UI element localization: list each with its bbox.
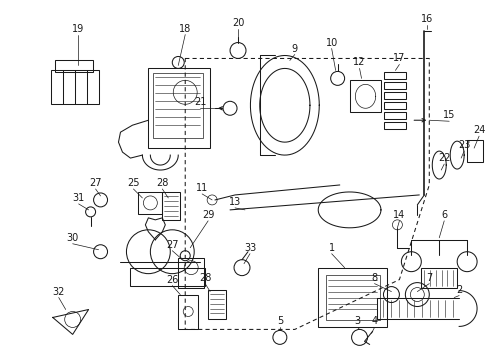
Text: 10: 10 [325, 37, 337, 48]
Bar [384, 72, 406, 80]
Text: 1: 1 [328, 243, 334, 253]
Text: 8: 8 [371, 273, 377, 283]
Text: 33: 33 [244, 243, 256, 253]
Bar [162, 192, 180, 220]
Bar [325, 275, 380, 320]
Text: 25: 25 [127, 178, 140, 188]
Text: 27: 27 [89, 178, 102, 188]
Text: 30: 30 [66, 233, 79, 243]
Text: 31: 31 [72, 193, 84, 203]
Text: 3: 3 [354, 316, 360, 327]
Text: 20: 20 [231, 18, 244, 28]
Bar [384, 82, 406, 89]
Text: 23: 23 [457, 140, 469, 150]
Text: 12: 12 [353, 58, 365, 67]
Text: 21: 21 [194, 97, 206, 107]
Bar [384, 92, 406, 99]
Bar [421, 268, 456, 288]
Text: 13: 13 [228, 197, 241, 207]
Text: 16: 16 [420, 14, 432, 24]
Text: 9: 9 [291, 44, 297, 54]
Bar [466, 140, 482, 162]
Bar [178, 258, 203, 288]
Text: 27: 27 [166, 240, 178, 250]
Bar [51, 71, 99, 104]
Text: 24: 24 [472, 125, 484, 135]
Text: 19: 19 [71, 24, 83, 33]
Text: 22: 22 [437, 153, 449, 163]
Text: 28: 28 [156, 178, 168, 188]
Text: 32: 32 [52, 287, 65, 297]
Text: 17: 17 [392, 54, 405, 63]
Bar [384, 122, 406, 129]
Text: 14: 14 [392, 210, 405, 220]
Text: 2: 2 [455, 284, 461, 294]
Text: 28: 28 [199, 273, 211, 283]
Bar [55, 60, 92, 72]
Bar [148, 68, 210, 148]
Bar [384, 102, 406, 109]
Bar [130, 268, 205, 285]
Bar [317, 268, 386, 328]
Bar [153, 73, 203, 138]
Text: 29: 29 [202, 210, 214, 220]
Text: 11: 11 [196, 183, 208, 193]
Text: 7: 7 [425, 273, 431, 283]
Text: 4: 4 [371, 316, 377, 327]
Text: 15: 15 [442, 110, 454, 120]
Text: 6: 6 [440, 210, 447, 220]
Bar [178, 294, 198, 329]
Bar [138, 192, 162, 214]
Text: 26: 26 [166, 275, 178, 285]
Bar [349, 80, 381, 112]
Text: 5: 5 [276, 316, 283, 327]
Text: 18: 18 [179, 24, 191, 33]
Bar [384, 112, 406, 119]
Bar [208, 289, 225, 319]
